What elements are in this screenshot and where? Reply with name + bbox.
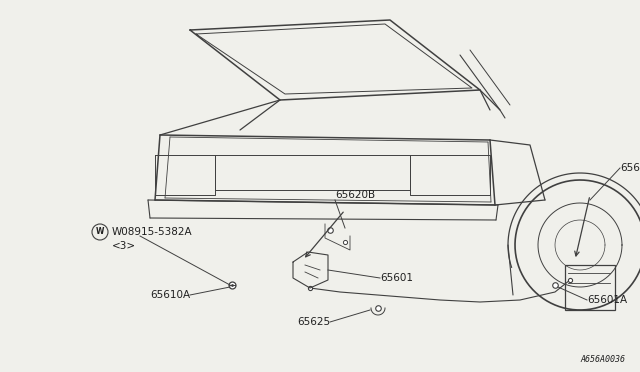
Text: 65601: 65601 bbox=[380, 273, 413, 283]
Text: <3>: <3> bbox=[112, 241, 136, 251]
Text: A656A0036: A656A0036 bbox=[580, 355, 625, 364]
Text: 65620: 65620 bbox=[620, 163, 640, 173]
Text: 65620B: 65620B bbox=[335, 190, 375, 200]
Text: W08915-5382A: W08915-5382A bbox=[112, 227, 193, 237]
Text: W: W bbox=[96, 228, 104, 237]
Text: 65601A: 65601A bbox=[587, 295, 627, 305]
Text: 65625: 65625 bbox=[297, 317, 330, 327]
Text: 65610A: 65610A bbox=[150, 290, 190, 300]
Bar bbox=[565, 265, 615, 310]
